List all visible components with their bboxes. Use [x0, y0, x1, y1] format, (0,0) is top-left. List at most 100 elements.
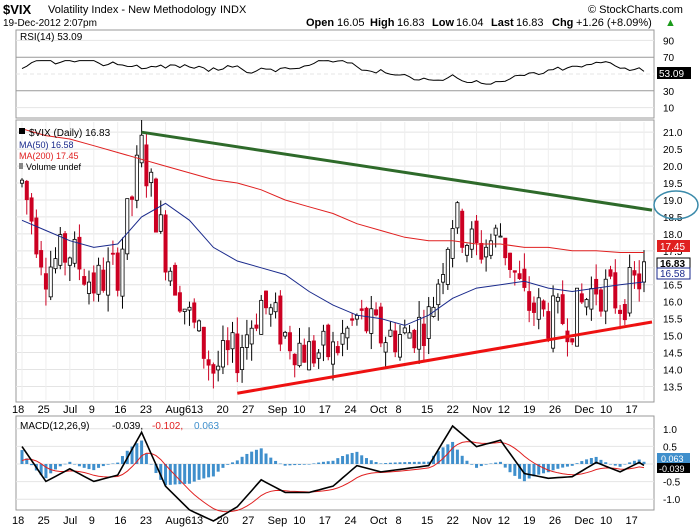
candle-body: [220, 340, 225, 368]
candle-body: [58, 234, 63, 266]
macd-hist-bar: [379, 463, 383, 464]
candle-body: [307, 341, 312, 371]
rsi-grid: [16, 39, 654, 109]
candle-body: [24, 180, 29, 201]
candle-body: [316, 352, 321, 359]
macd-hist-bar: [585, 459, 589, 464]
candle-body: [134, 154, 139, 201]
upper-trendline: [141, 130, 653, 212]
macd-hist-bar: [116, 462, 120, 464]
candle-body: [441, 274, 446, 283]
x-tick-label: 9: [89, 515, 95, 527]
macd-hist-bar: [231, 462, 235, 464]
macd-hist-bar: [221, 464, 225, 468]
macd-hist-bar: [30, 464, 34, 466]
candle-body: [29, 197, 34, 222]
open-label: Open: [306, 17, 334, 29]
macd-hist-bar: [350, 452, 354, 464]
candle-body: [101, 269, 106, 291]
candle-body: [402, 327, 407, 334]
macd-hist-bar: [364, 458, 368, 464]
candle-body: [498, 235, 503, 238]
macd-hist-bar: [527, 464, 531, 479]
candle-body: [345, 327, 350, 339]
chg-label: Chg: [552, 17, 573, 29]
x-tick-label: 8: [395, 515, 401, 527]
x-tick-label: 13: [191, 404, 203, 416]
open-value: 16.05: [337, 17, 365, 29]
candle-body: [273, 302, 278, 313]
macd-hist-bar: [498, 461, 502, 464]
macd-hist-bar: [431, 455, 435, 464]
candle-body: [584, 299, 589, 308]
price-legend-swatch: [19, 128, 25, 134]
macd-hist-bar: [441, 447, 445, 464]
price-tick-label: 16.5: [663, 281, 683, 292]
macd-signal-line: [21, 441, 645, 513]
candle-body: [235, 333, 240, 374]
rsi-tick-label: 70: [663, 53, 675, 64]
macd-tick-label: 1.0: [663, 425, 677, 436]
macd-hist-bar: [307, 464, 311, 465]
candle-body: [106, 261, 111, 296]
price-tick-label: 14.5: [663, 349, 683, 360]
candle-body: [86, 281, 91, 294]
macd-hist-bar: [542, 464, 546, 474]
candle-body: [397, 334, 402, 358]
x-tick-label: 17: [626, 404, 638, 416]
candle-body: [493, 227, 498, 236]
candle-body: [464, 245, 469, 256]
macd-hist-badge-bg: [657, 453, 690, 463]
macd-hist-bar: [355, 451, 359, 464]
x-tick-label: 10: [293, 404, 305, 416]
x-tick-label: 13: [191, 515, 203, 527]
macd-hist-bar: [173, 464, 177, 485]
macd-hist-bar: [101, 464, 105, 467]
candle-body: [302, 344, 307, 363]
price-tick-label: 16.0: [663, 298, 683, 309]
price-tick-label: 20.5: [663, 145, 683, 156]
candle-body: [39, 250, 44, 268]
macd-badge-bg: [657, 463, 690, 473]
candle-body: [359, 308, 364, 311]
macd-hist-bar: [388, 462, 392, 464]
quote-line: Open 16.05 High 16.83 Low 16.04 Last 16.…: [306, 17, 676, 29]
ma50-line: [21, 202, 645, 326]
macd-hist-bar: [623, 464, 627, 465]
x-tick-label: 10: [600, 515, 612, 527]
rsi-badge: 53.09: [659, 69, 684, 80]
candle-body: [417, 316, 422, 350]
candle-body: [388, 329, 393, 337]
candle-body: [536, 297, 541, 320]
x-tick-label: Nov: [472, 515, 492, 527]
macd-hist-bar: [618, 464, 622, 467]
candle-body: [192, 302, 197, 323]
macd-hist-bar: [369, 460, 373, 464]
candle-body: [460, 210, 465, 248]
macd-hist-bar: [245, 453, 249, 464]
macd-hist-bar: [551, 464, 555, 471]
macd-hist-bar: [130, 446, 134, 464]
candle-body: [570, 338, 575, 343]
macd-hist-bar: [211, 464, 215, 477]
candle-body: [642, 261, 647, 283]
candle-body: [579, 293, 584, 303]
candle-body: [216, 365, 221, 371]
macd-hist-bar: [642, 461, 646, 464]
candle-body: [527, 291, 532, 311]
candle-body: [177, 292, 182, 312]
candle-body: [182, 308, 187, 312]
rsi-tick-label: 90: [663, 36, 675, 47]
candles: [19, 120, 647, 389]
candle-body: [450, 228, 455, 259]
candle-body: [598, 289, 603, 312]
candle-body: [393, 330, 398, 353]
macd-hist-bar: [317, 462, 321, 464]
candle-body: [594, 278, 599, 295]
price-panel: 21.020.520.019.519.018.518.017.517.016.5…: [15, 119, 699, 403]
macd-hist-bar: [412, 461, 416, 464]
x-tick-label: 12: [498, 515, 510, 527]
macd-hist-bar: [106, 464, 110, 465]
macd-hist-bar: [312, 463, 316, 464]
x-tick-label: 9: [89, 404, 95, 416]
